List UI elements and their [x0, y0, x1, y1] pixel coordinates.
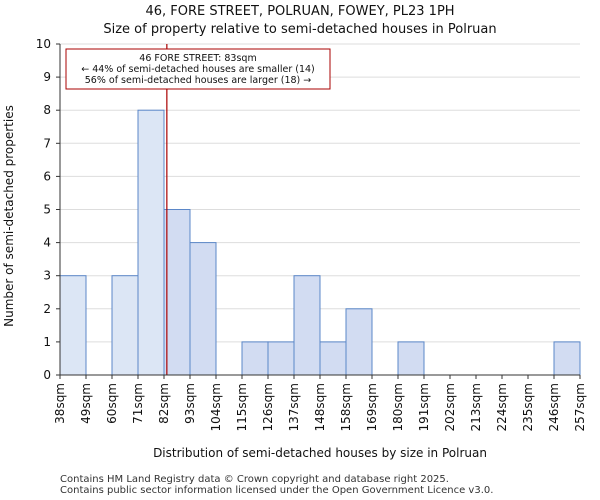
x-tick-label: 137sqm: [287, 383, 301, 431]
x-tick-label: 213sqm: [469, 383, 483, 431]
x-tick-label: 60sqm: [105, 383, 119, 424]
x-tick-label: 257sqm: [573, 383, 587, 431]
chart-subtitle: Size of property relative to semi-detach…: [103, 22, 497, 37]
x-tick-label: 49sqm: [79, 383, 93, 424]
y-tick-labels: 0 1 2 3 4 5 6 7 8 9 10: [36, 37, 60, 382]
x-tick-label: 104sqm: [209, 383, 223, 431]
y-tick-label: 1: [43, 335, 51, 349]
x-tick-label: 148sqm: [313, 383, 327, 431]
footer-licence: Contains public sector information licen…: [60, 485, 494, 496]
bar-246sqm: [553, 341, 581, 376]
bar-148sqm: [319, 341, 347, 376]
x-tick-label: 246sqm: [547, 383, 561, 431]
y-tick-label: 0: [43, 368, 51, 382]
footer-copyright: Contains HM Land Registry data © Crown c…: [60, 474, 449, 485]
y-axis-label: Number of semi-detached properties: [2, 105, 16, 327]
x-tick-label: 38sqm: [53, 383, 67, 424]
x-tick-label: 71sqm: [131, 383, 145, 424]
bar-71sqm: [137, 109, 165, 376]
y-tick-label: 2: [43, 302, 51, 316]
x-tick-label: 169sqm: [365, 383, 379, 431]
x-axis-label: Distribution of semi-detached houses by …: [153, 446, 487, 460]
y-tick-label: 8: [43, 103, 51, 117]
bar-93sqm: [189, 242, 217, 376]
y-tick-label: 3: [43, 269, 51, 283]
bar-115sqm: [241, 341, 269, 376]
x-tick-label: 126sqm: [261, 383, 275, 431]
annotation-line-1: 46 FORE STREET: 83sqm: [139, 53, 256, 64]
x-tick-label: 93sqm: [183, 383, 197, 424]
annotation-box: 46 FORE STREET: 83sqm ← 44% of semi-deta…: [65, 48, 331, 90]
annotation-line-3: 56% of semi-detached houses are larger (…: [85, 75, 312, 86]
x-tick-label: 191sqm: [417, 383, 431, 431]
bar-137sqm: [293, 275, 321, 376]
x-tick-label: 235sqm: [521, 383, 535, 431]
x-tick-label: 158sqm: [339, 383, 353, 431]
x-tick-label: 115sqm: [235, 383, 249, 431]
bar-60sqm: [111, 275, 139, 376]
y-tick-label: 5: [43, 203, 51, 217]
x-tick-label: 180sqm: [391, 383, 405, 431]
x-tick-label: 224sqm: [495, 383, 509, 431]
x-tick-labels: 38sqm 49sqm 60sqm 71sqm 82sqm 93sqm 104sqm 115s…: [53, 375, 587, 431]
bar-38sqm: [59, 275, 87, 376]
y-tick-label: 7: [43, 136, 51, 150]
x-tick-label: 82sqm: [157, 383, 171, 424]
bar-82sqm: [163, 209, 191, 376]
annotation-line-2: ← 44% of semi-detached houses are smalle…: [81, 64, 315, 75]
bar-126sqm: [267, 341, 295, 376]
y-tick-label: 4: [43, 236, 51, 250]
y-tick-label: 10: [36, 37, 51, 51]
y-tick-label: 9: [43, 70, 51, 84]
chart-title: 46, FORE STREET, POLRUAN, FOWEY, PL23 1P…: [145, 4, 455, 19]
bar-180sqm: [397, 341, 425, 376]
annotation-frame: [65, 48, 331, 90]
x-tick-label: 202sqm: [443, 383, 457, 431]
bar-158sqm: [345, 308, 373, 376]
y-tick-label: 6: [43, 169, 51, 183]
